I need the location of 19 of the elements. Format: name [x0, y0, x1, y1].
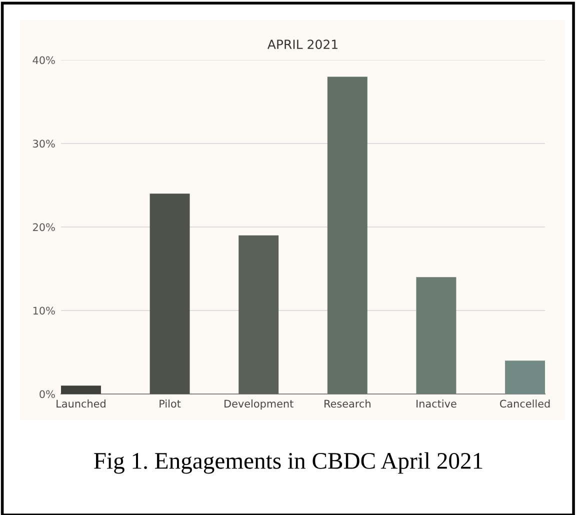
x-tick-label: Pilot — [160, 400, 181, 408]
y-tick-label: 40% — [32, 56, 55, 64]
bar — [327, 76, 368, 394]
x-tick-label: Research — [324, 400, 370, 408]
y-tick-label: 10% — [33, 306, 55, 315]
bar — [505, 360, 545, 394]
y-tick-label: 0% — [40, 390, 55, 398]
bar — [416, 277, 456, 394]
chart-title: APRIL 2021 — [267, 40, 338, 50]
bar — [150, 194, 190, 394]
x-tick-label: Inactive — [416, 400, 456, 408]
y-tick-label: 30% — [33, 140, 55, 148]
bar — [61, 386, 101, 394]
x-tick-label: Development — [224, 400, 294, 410]
y-tick-label: 20% — [33, 223, 55, 232]
bar — [238, 235, 279, 394]
x-tick-label: Launched — [56, 400, 106, 408]
caption: Fig 1. Engagements in CBDC April 2021 — [94, 452, 482, 474]
x-tick-label: Cancelled — [500, 400, 550, 408]
